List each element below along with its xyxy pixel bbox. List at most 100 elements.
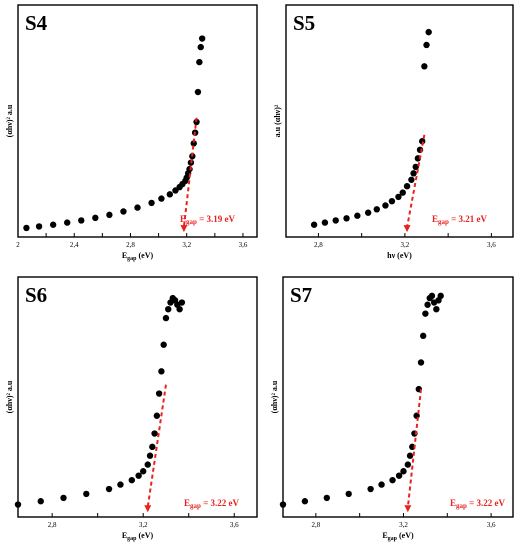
data-point xyxy=(23,224,30,232)
data-point xyxy=(345,490,352,498)
y-axis-label: a.u (αhν)² xyxy=(273,104,282,137)
egap-label: Egap = 3.19 eV xyxy=(180,214,236,226)
x-tick-label: 3,2 xyxy=(182,241,191,249)
data-point xyxy=(198,35,206,42)
data-point xyxy=(193,118,200,126)
data-point xyxy=(310,221,318,228)
plot-frame xyxy=(17,4,258,238)
egap-line xyxy=(406,134,426,228)
data-point xyxy=(378,481,385,488)
data-point xyxy=(423,41,430,49)
x-tick-label: 3,2 xyxy=(401,241,410,249)
x-tick-label: 2 xyxy=(16,241,20,249)
data-point xyxy=(153,412,161,419)
x-axis-label: Egap (eV) xyxy=(382,531,414,542)
x-tick-label: 3,6 xyxy=(487,521,496,529)
data-point xyxy=(37,498,44,505)
egap-label: Egap = 3.22 eV xyxy=(450,498,506,510)
x-tick-label: 2,8 xyxy=(311,521,320,529)
data-point xyxy=(417,359,425,366)
data-point xyxy=(433,306,440,313)
data-point xyxy=(165,306,172,313)
egap-label: Egap = 3.22 eV xyxy=(184,498,240,510)
data-point xyxy=(83,490,90,498)
panel-title: S7 xyxy=(290,283,312,307)
panel-title: S5 xyxy=(293,11,315,35)
data-point xyxy=(144,461,151,468)
panel-title: S4 xyxy=(25,11,48,35)
data-point xyxy=(197,43,204,51)
data-point xyxy=(60,494,67,502)
data-point xyxy=(395,193,402,201)
data-point xyxy=(162,314,170,322)
data-point xyxy=(437,292,444,300)
x-axis-label: hν (eV) xyxy=(387,251,412,260)
data-point xyxy=(135,472,142,479)
data-point xyxy=(14,501,22,508)
egap-arrowhead xyxy=(144,505,152,513)
plot-frame xyxy=(282,276,514,518)
data-point xyxy=(389,476,396,484)
data-point xyxy=(388,197,396,205)
data-point xyxy=(106,211,113,219)
x-tick-label: 3,6 xyxy=(487,241,496,249)
data-point xyxy=(120,208,127,215)
panel-S6: 2,8 3,2 3,6 S6 Egap (eV) (αhν)² a.u Egap = 3.2… xyxy=(5,276,258,542)
data-point xyxy=(373,206,380,213)
x-tick-label: 3,6 xyxy=(239,241,248,249)
x-tick-label: 3,2 xyxy=(139,521,148,529)
data-point xyxy=(364,209,372,216)
egap-arrowhead xyxy=(404,505,412,513)
data-point xyxy=(196,58,203,66)
x-tick-label: 2,8 xyxy=(314,241,323,249)
data-point xyxy=(92,214,99,222)
data-point xyxy=(139,468,147,475)
data-point xyxy=(158,368,165,375)
data-point xyxy=(395,472,403,479)
data-point xyxy=(78,217,85,224)
data-point xyxy=(410,170,417,177)
data-point xyxy=(148,199,155,207)
panel-S4: 2 2,4 2,8 3,2 3,6 S4 Egap (eV) (αhν)² a.u Egap =… xyxy=(5,4,258,262)
data-point xyxy=(403,183,411,190)
data-point xyxy=(105,485,113,493)
data-point xyxy=(128,476,136,484)
data-point xyxy=(158,195,165,202)
data-point xyxy=(151,430,158,437)
data-point xyxy=(367,485,374,493)
data-point xyxy=(382,202,389,209)
egap-arrowhead xyxy=(403,225,411,233)
data-point xyxy=(134,204,141,211)
data-point xyxy=(399,189,406,196)
x-axis-label: Egap (eV) xyxy=(122,251,154,262)
data-point xyxy=(323,494,331,502)
plot-frame xyxy=(17,276,258,518)
data-point xyxy=(404,461,412,468)
data-point xyxy=(400,468,407,475)
egap-line xyxy=(182,117,198,228)
data-point xyxy=(354,212,361,219)
data-point xyxy=(176,306,183,313)
panel-S7: 2,8 3,2 3,6 S7 Egap (eV) (αhν)² a.u Egap = 3.2… xyxy=(270,276,514,542)
data-point xyxy=(321,219,329,226)
panel-S5: 2,8 3,2 3,6 S5 hν (eV) a.u (αhν)² Egap = 3.21 … xyxy=(273,4,514,260)
data-point xyxy=(279,501,287,508)
x-tick-label: 2,8 xyxy=(126,241,135,249)
data-point xyxy=(332,217,339,224)
data-point xyxy=(301,498,309,505)
data-point xyxy=(64,219,71,226)
plot-frame xyxy=(285,4,514,238)
data-point xyxy=(117,481,124,488)
egap-arrowhead xyxy=(180,225,188,233)
data-point xyxy=(149,443,156,451)
data-point xyxy=(146,452,154,459)
data-point xyxy=(412,163,419,171)
data-point xyxy=(49,221,57,228)
data-point xyxy=(178,299,186,306)
data-point xyxy=(408,176,415,183)
data-point xyxy=(424,301,431,308)
data-point xyxy=(343,215,350,222)
x-tick-label: 2,8 xyxy=(48,521,57,529)
egap-label: Egap = 3.21 eV xyxy=(432,214,488,226)
